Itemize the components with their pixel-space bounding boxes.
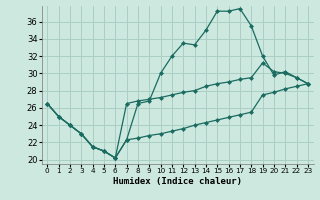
X-axis label: Humidex (Indice chaleur): Humidex (Indice chaleur) (113, 177, 242, 186)
